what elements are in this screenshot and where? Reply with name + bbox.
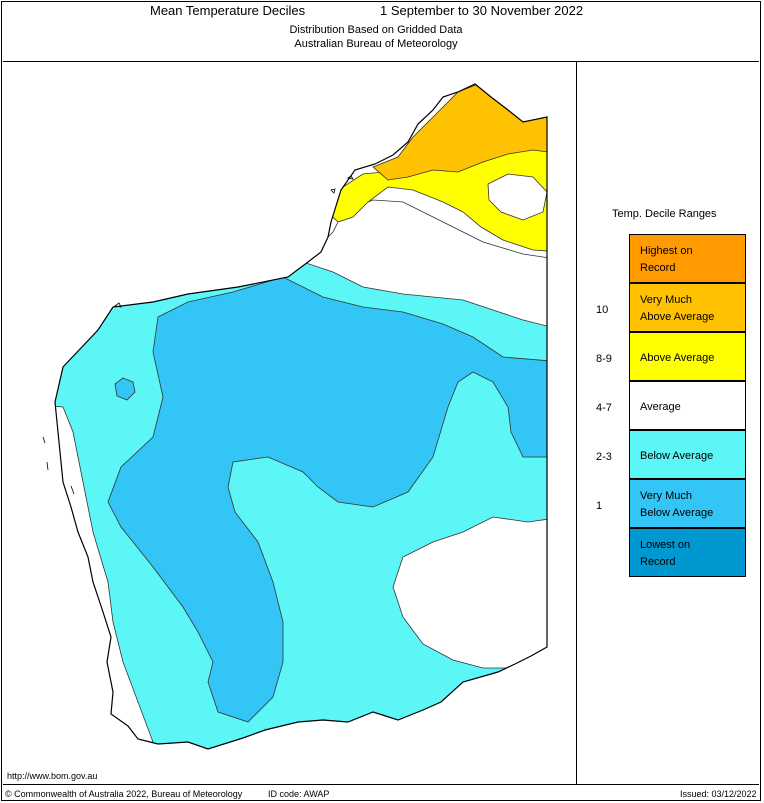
legend-swatch-very-much-above [629, 283, 746, 332]
map-panel-border [3, 61, 759, 785]
bom-url-link[interactable]: http://www.bom.gov.au [7, 771, 98, 781]
legend-range-1: 1 [596, 500, 603, 512]
legend-label-lowest: Lowest on Record [640, 537, 750, 571]
map-period: 1 September to 30 November 2022 [380, 3, 584, 18]
map-subtitle-agency: Australian Bureau of Meteorology [294, 38, 458, 50]
legend-label-average: Average [640, 399, 750, 416]
legend-label-above-line1: Above Average [640, 352, 715, 364]
legend-divider [576, 61, 577, 785]
legend-label-highest-line2: Record [640, 262, 676, 274]
legend-label-very-much-above-line1: Very Much [640, 294, 692, 306]
map-subtitle-distribution: Distribution Based on Gridded Data [289, 24, 463, 36]
legend-label-very-much-above-line2: Above Average [640, 311, 715, 323]
legend-label-below-line1: Below Average [640, 450, 714, 462]
legend-swatch-average [629, 381, 746, 430]
legend-range-8-9: 8-9 [596, 353, 612, 365]
map-title: Mean Temperature Deciles [150, 3, 306, 18]
legend-label-very-much-above: Very Much Above Average [640, 292, 750, 326]
issued-date-text: Issued: 03/12/2022 [680, 789, 757, 799]
legend-range-4-7: 4-7 [596, 402, 612, 414]
legend-range-2-3: 2-3 [596, 451, 612, 463]
legend-label-above: Above Average [640, 350, 750, 367]
legend-swatch-very-much-below [629, 479, 746, 528]
copyright-text: © Commonwealth of Australia 2022, Bureau… [5, 789, 243, 799]
legend-label-below: Below Average [640, 448, 750, 465]
legend-label-very-much-below-line2: Below Average [640, 507, 714, 519]
very-much-below-average-patch [114, 377, 136, 401]
legend-label-very-much-below: Very Much Below Average [640, 488, 750, 522]
legend-swatch-lowest [629, 528, 746, 577]
average-southeast-region [392, 516, 547, 669]
coastal-islands [42, 175, 354, 495]
id-code-text: ID code: AWAP [268, 789, 330, 799]
legend-label-highest-line1: Highest on [640, 245, 693, 257]
legend-label-very-much-below-line1: Very Much [640, 490, 692, 502]
legend-range-10: 10 [596, 304, 609, 316]
legend-label-lowest-line2: Record [640, 556, 676, 568]
legend-title: Temp. Decile Ranges [612, 208, 717, 220]
legend-label-highest: Highest on Record [640, 243, 750, 277]
legend-swatch-highest [629, 234, 746, 283]
very-much-below-average-region [107, 276, 547, 723]
average-island-kimberley [487, 173, 547, 221]
legend-label-lowest-line1: Lowest on [640, 539, 691, 551]
deciles-map [42, 83, 548, 750]
legend-label-average-line1: Average [640, 401, 681, 413]
legend-swatch-below [629, 430, 746, 479]
legend-swatch-above [629, 332, 746, 381]
